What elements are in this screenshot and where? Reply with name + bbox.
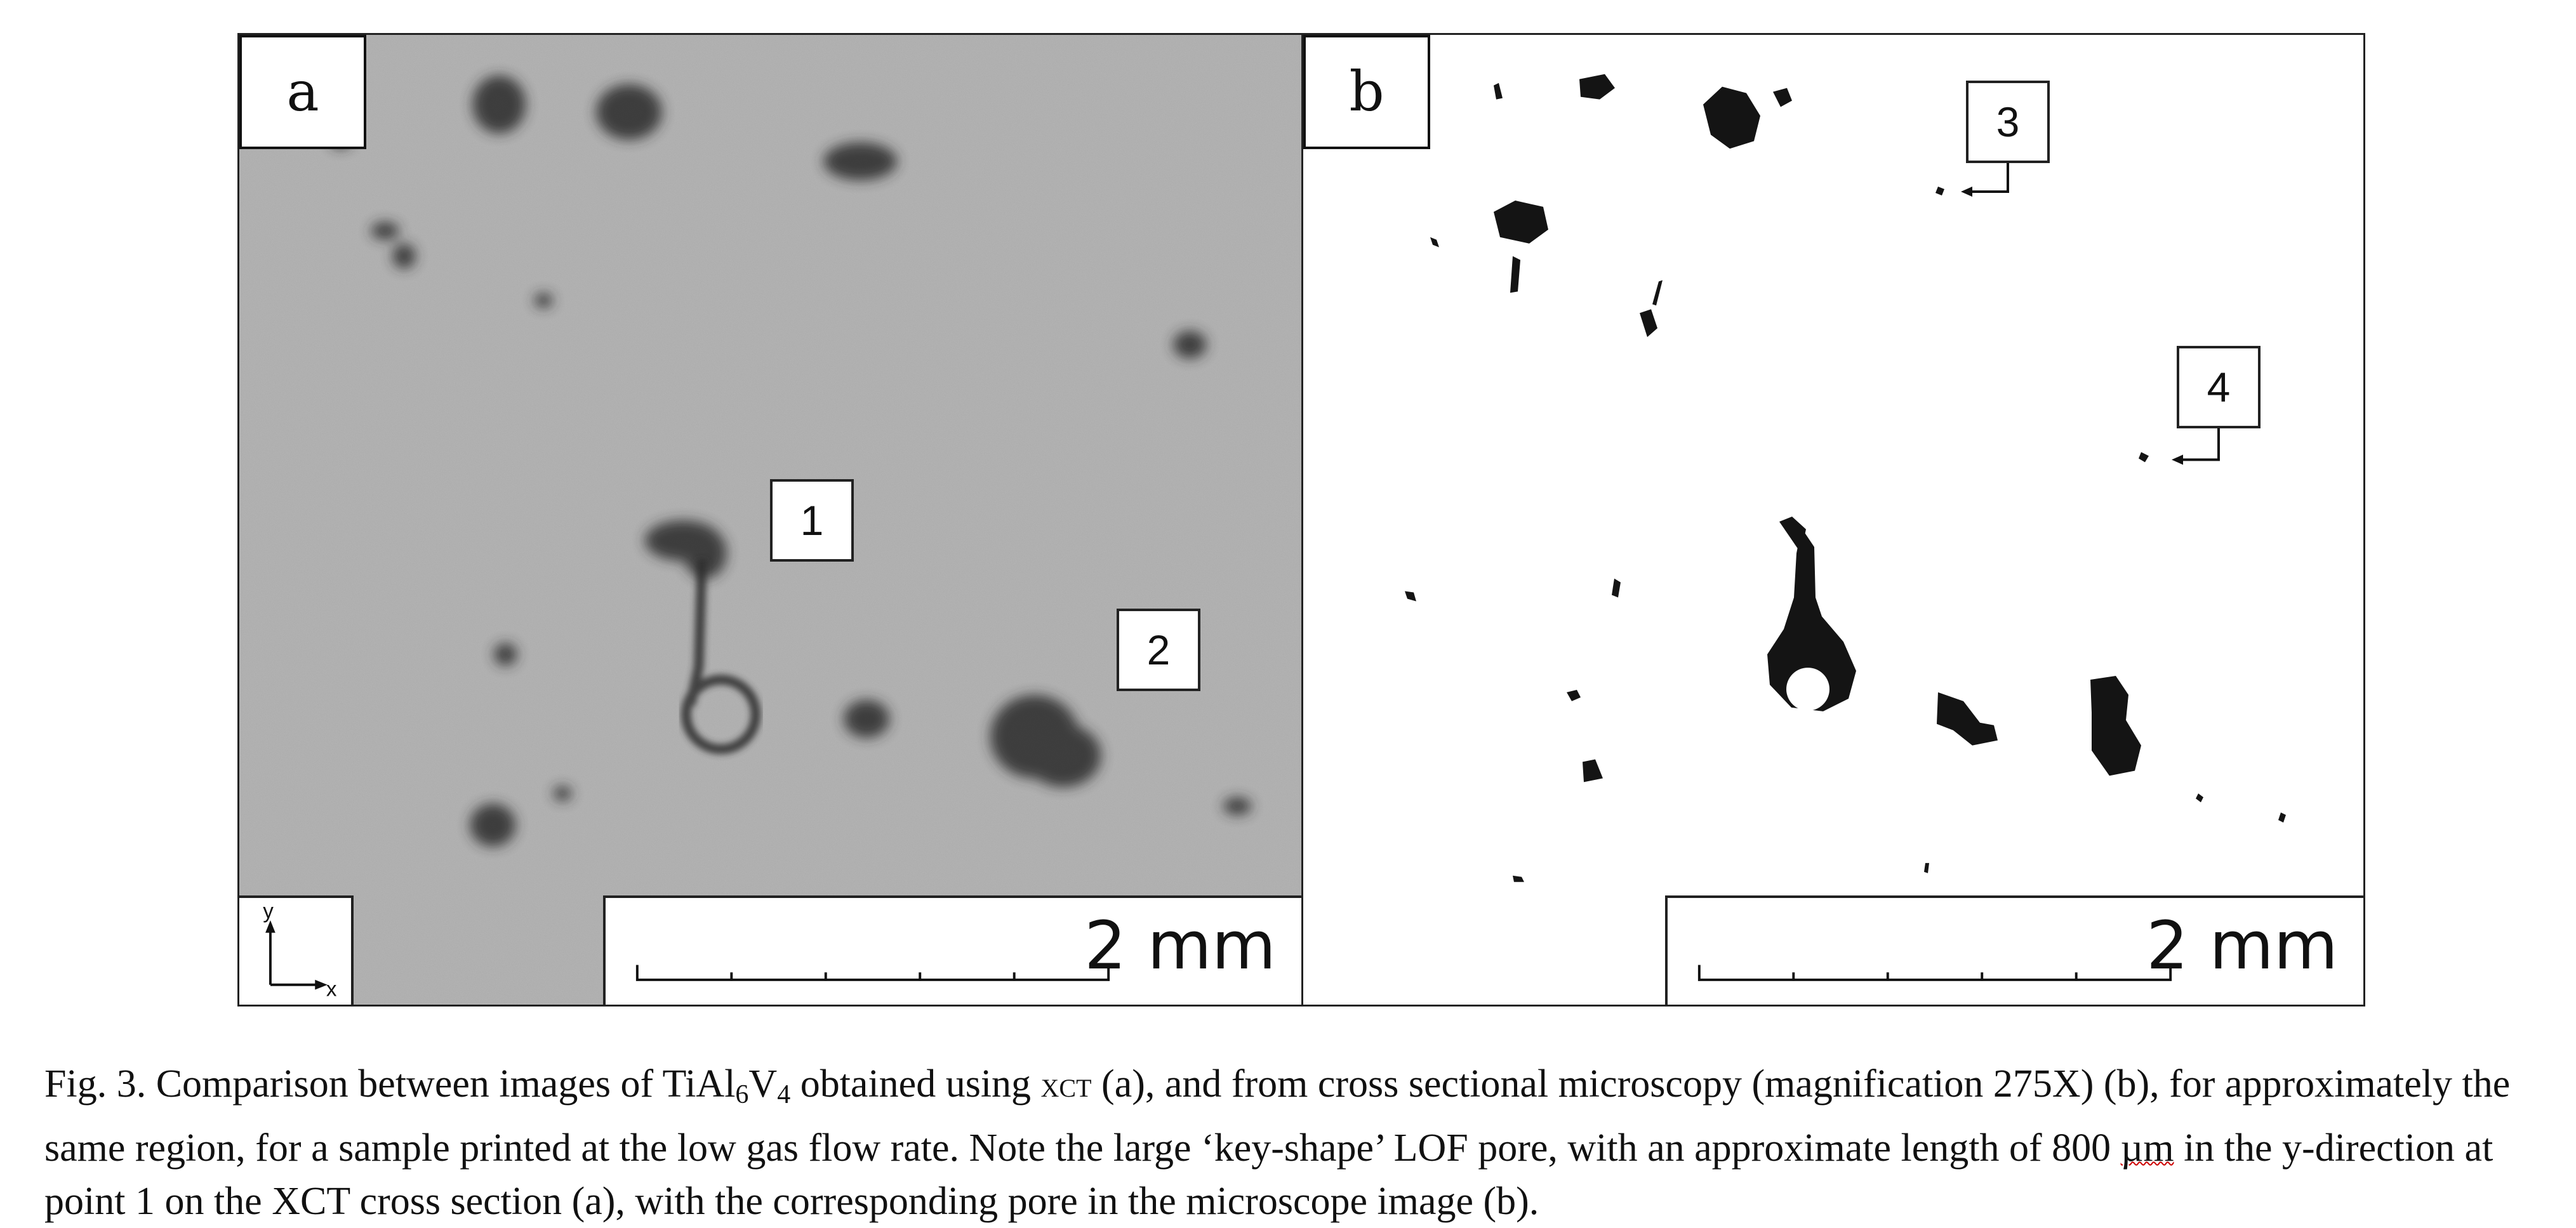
figure: a 1 2 y x 2 mm xyxy=(237,33,2365,1007)
callout-3: 3 xyxy=(1966,81,2050,163)
xct-panel: a 1 2 y x 2 mm xyxy=(239,35,1303,1005)
caption-part2: V xyxy=(748,1062,778,1106)
callout-1: 1 xyxy=(770,479,854,562)
figure-caption: Fig. 3. Comparison between images of TiA… xyxy=(44,1057,2533,1228)
scale-bar-label-a: 2 mm xyxy=(1084,907,1276,984)
leader-arrows xyxy=(1969,161,2220,461)
scale-bar-a: 2 mm xyxy=(603,895,1301,1005)
caption-part1: Fig. 3. Comparison between images of TiA… xyxy=(44,1062,736,1106)
caption-part3: obtained using xyxy=(790,1062,1041,1106)
axis-label-y: y xyxy=(263,899,274,923)
scale-bar-label-b: 2 mm xyxy=(2146,907,2338,984)
callout-2: 2 xyxy=(1117,609,1200,691)
callout-4: 4 xyxy=(2177,346,2261,428)
caption-xct: XCT xyxy=(1040,1074,1092,1102)
xct-pores xyxy=(330,75,1252,847)
panel-label-a: a xyxy=(239,35,366,149)
caption-part5: in the y-direction at point 1 on the XCT… xyxy=(44,1126,2493,1223)
axis-label-x: x xyxy=(326,977,337,1001)
microscopy-pores xyxy=(1405,74,2286,882)
panel-label-b: b xyxy=(1303,35,1430,149)
caption-sub-4: 4 xyxy=(777,1080,791,1109)
microscopy-image xyxy=(1303,35,2363,1005)
scale-bar-b: 2 mm xyxy=(1665,895,2363,1005)
caption-sub-6: 6 xyxy=(735,1080,749,1109)
caption-unit: µm xyxy=(2120,1126,2174,1170)
microscopy-panel: b 3 4 2 mm xyxy=(1303,35,2363,1005)
caption-part4: (a), and from cross sectional microscopy… xyxy=(44,1062,2511,1170)
axis-indicator: y x xyxy=(239,895,354,1005)
